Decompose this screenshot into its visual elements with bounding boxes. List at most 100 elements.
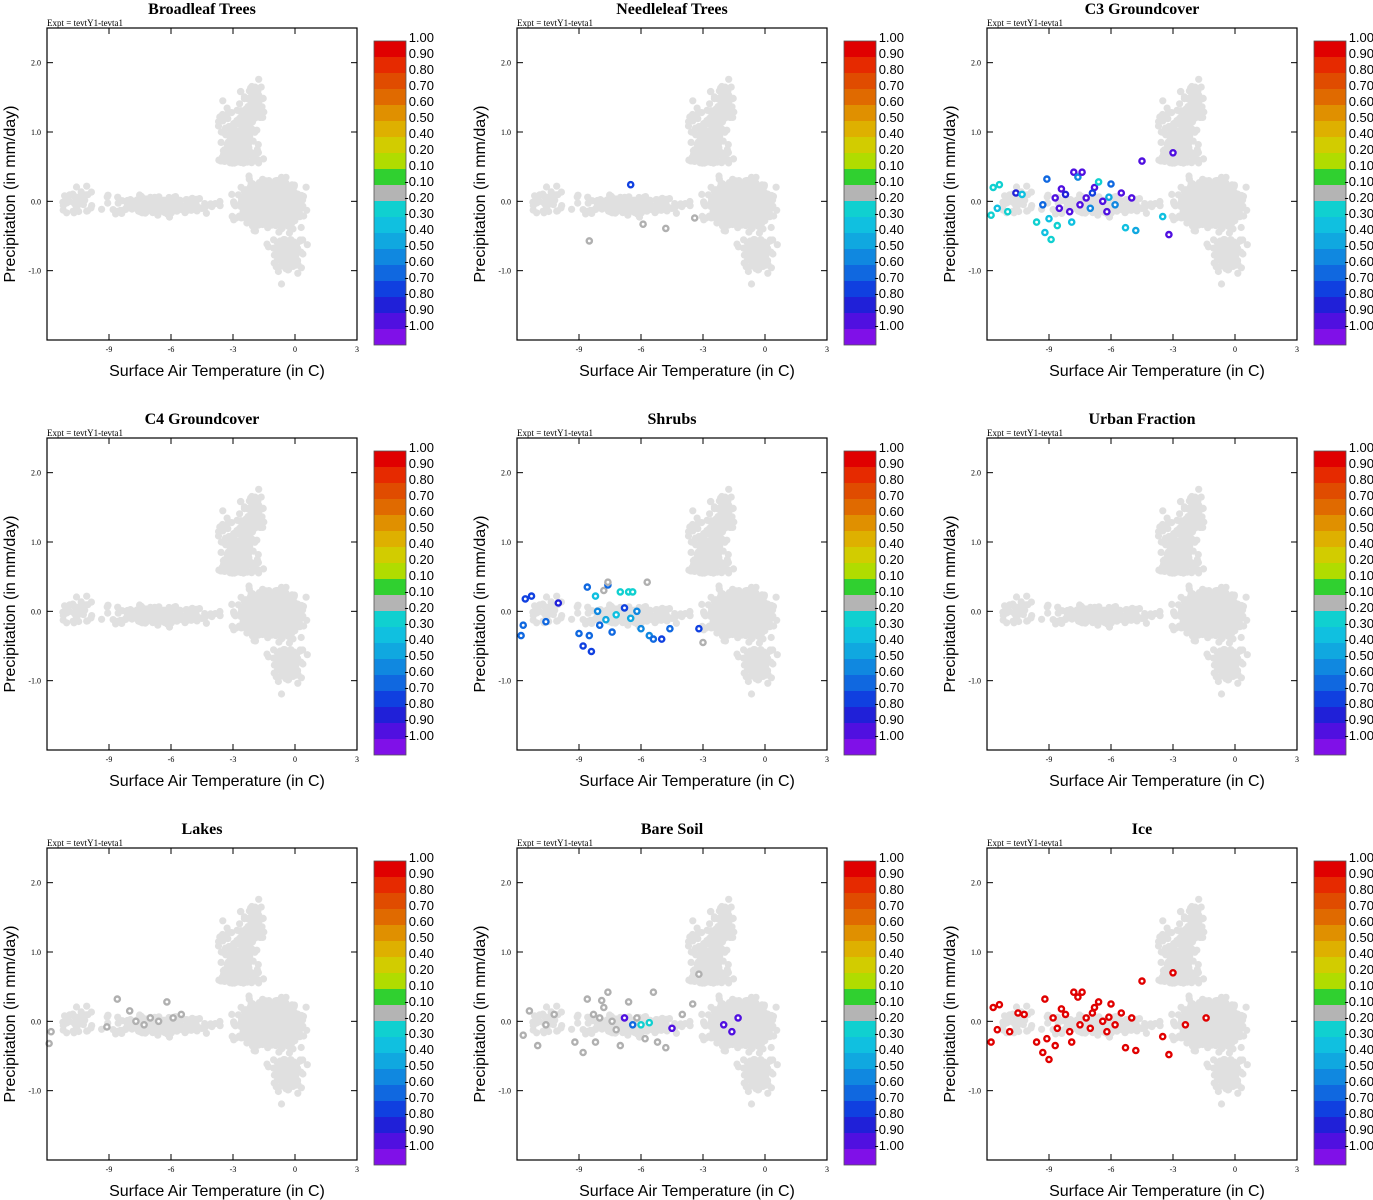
- data-point: [1086, 204, 1095, 213]
- background-point: [1168, 190, 1176, 198]
- data-point: [1107, 180, 1115, 188]
- background-point: [574, 199, 582, 207]
- background-point: [293, 248, 302, 256]
- background-point: [1043, 193, 1051, 201]
- data-point: [1051, 194, 1059, 202]
- background-point: [1177, 156, 1185, 164]
- colorbar-swatch: [1314, 105, 1346, 121]
- background-point: [725, 75, 733, 83]
- background-point: [700, 201, 709, 209]
- background-point: [289, 597, 297, 605]
- background-point: [1156, 197, 1164, 206]
- colorbar-swatch: [1314, 265, 1346, 281]
- background-point: [1229, 187, 1237, 195]
- x-axis-label: Surface Air Temperature (in C): [579, 363, 795, 380]
- background-point: [284, 250, 292, 258]
- background-point: [228, 600, 236, 609]
- background-point: [187, 200, 195, 208]
- chart-title: C3 Groundcover: [1085, 1, 1200, 18]
- background-point: [1194, 104, 1202, 112]
- colorbar-label: 0.10: [409, 158, 434, 173]
- colorbar-swatch: [844, 41, 876, 57]
- chart-title: Needleleaf Trees: [616, 1, 728, 18]
- colorbar-label: 0.20: [1349, 142, 1373, 157]
- y-axis-label: Precipitation (in mm/day): [472, 106, 489, 283]
- background-point: [1187, 216, 1195, 224]
- background-point: [693, 110, 701, 118]
- background-point: [1183, 133, 1191, 142]
- background-point: [764, 269, 772, 277]
- background-point: [231, 129, 239, 137]
- background-point: [229, 142, 237, 150]
- background-point: [265, 198, 273, 207]
- background-point: [733, 240, 741, 248]
- background-point: [63, 209, 71, 217]
- background-point: [269, 213, 277, 221]
- background-point: [1177, 183, 1185, 191]
- background-point: [237, 593, 245, 601]
- colorbar-label: -0.70: [874, 270, 904, 285]
- x-tick-label: -6: [1108, 345, 1115, 354]
- background-point: [1142, 209, 1150, 217]
- background-point: [699, 142, 707, 150]
- colorbar-swatch: [844, 73, 876, 89]
- colorbar-swatch: [374, 281, 406, 297]
- background-point: [1065, 199, 1074, 207]
- background-point: [282, 179, 290, 187]
- background-point: [715, 172, 723, 180]
- background-point: [255, 159, 263, 167]
- background-point: [719, 137, 727, 145]
- colorbar-label: -0.90: [404, 302, 434, 317]
- chart-title: Broadleaf Trees: [148, 1, 256, 18]
- background-point: [254, 216, 262, 224]
- colorbar-swatch: [1314, 329, 1346, 345]
- x-tick-label: -3: [230, 345, 237, 354]
- background-point: [743, 256, 752, 264]
- colorbar-label: -0.70: [1344, 270, 1373, 285]
- background-point: [251, 128, 259, 136]
- background-point: [724, 87, 732, 95]
- background-point: [754, 250, 762, 258]
- colorbar-label: 0.90: [1349, 46, 1373, 61]
- background-point: [763, 248, 772, 256]
- background-point: [290, 619, 298, 628]
- background-point: [261, 617, 269, 625]
- background-point: [1205, 198, 1213, 207]
- background-point: [258, 195, 266, 203]
- colorbar-label: 0.70: [1349, 78, 1373, 93]
- expt-label: Expt = tevtY1-tevta1: [47, 18, 123, 28]
- background-point: [539, 190, 547, 198]
- data-point: [1111, 200, 1119, 209]
- background-point: [201, 203, 209, 211]
- background-point: [215, 118, 223, 126]
- background-point: [1023, 207, 1032, 215]
- background-point: [177, 205, 185, 213]
- colorbar-swatch: [1314, 185, 1346, 201]
- background-point: [718, 152, 726, 160]
- background-point: [707, 198, 715, 206]
- colorbar: 1.000.900.800.700.600.500.400.200.10-0.1…: [373, 30, 434, 346]
- data-point: [1078, 168, 1086, 176]
- colorbar-swatch: [374, 153, 406, 169]
- data-point: [1094, 178, 1103, 186]
- colorbar-swatch: [374, 217, 406, 233]
- background-point: [642, 193, 650, 201]
- background-point: [529, 198, 537, 206]
- colorbar-swatch: [844, 329, 876, 345]
- background-point: [713, 133, 721, 142]
- background-point: [1166, 159, 1174, 167]
- background-point: [230, 626, 238, 634]
- background-point: [282, 184, 291, 192]
- background-point: [98, 205, 106, 213]
- background-point: [1225, 199, 1233, 207]
- background-point: [282, 173, 290, 181]
- y-tick-label: 0.0: [971, 197, 981, 206]
- colorbar-label: -0.90: [874, 302, 904, 317]
- background-points: [59, 75, 311, 288]
- background-point: [720, 97, 728, 105]
- y-tick-label: 1.0: [971, 128, 981, 137]
- colorbar-label: 0.70: [409, 78, 434, 93]
